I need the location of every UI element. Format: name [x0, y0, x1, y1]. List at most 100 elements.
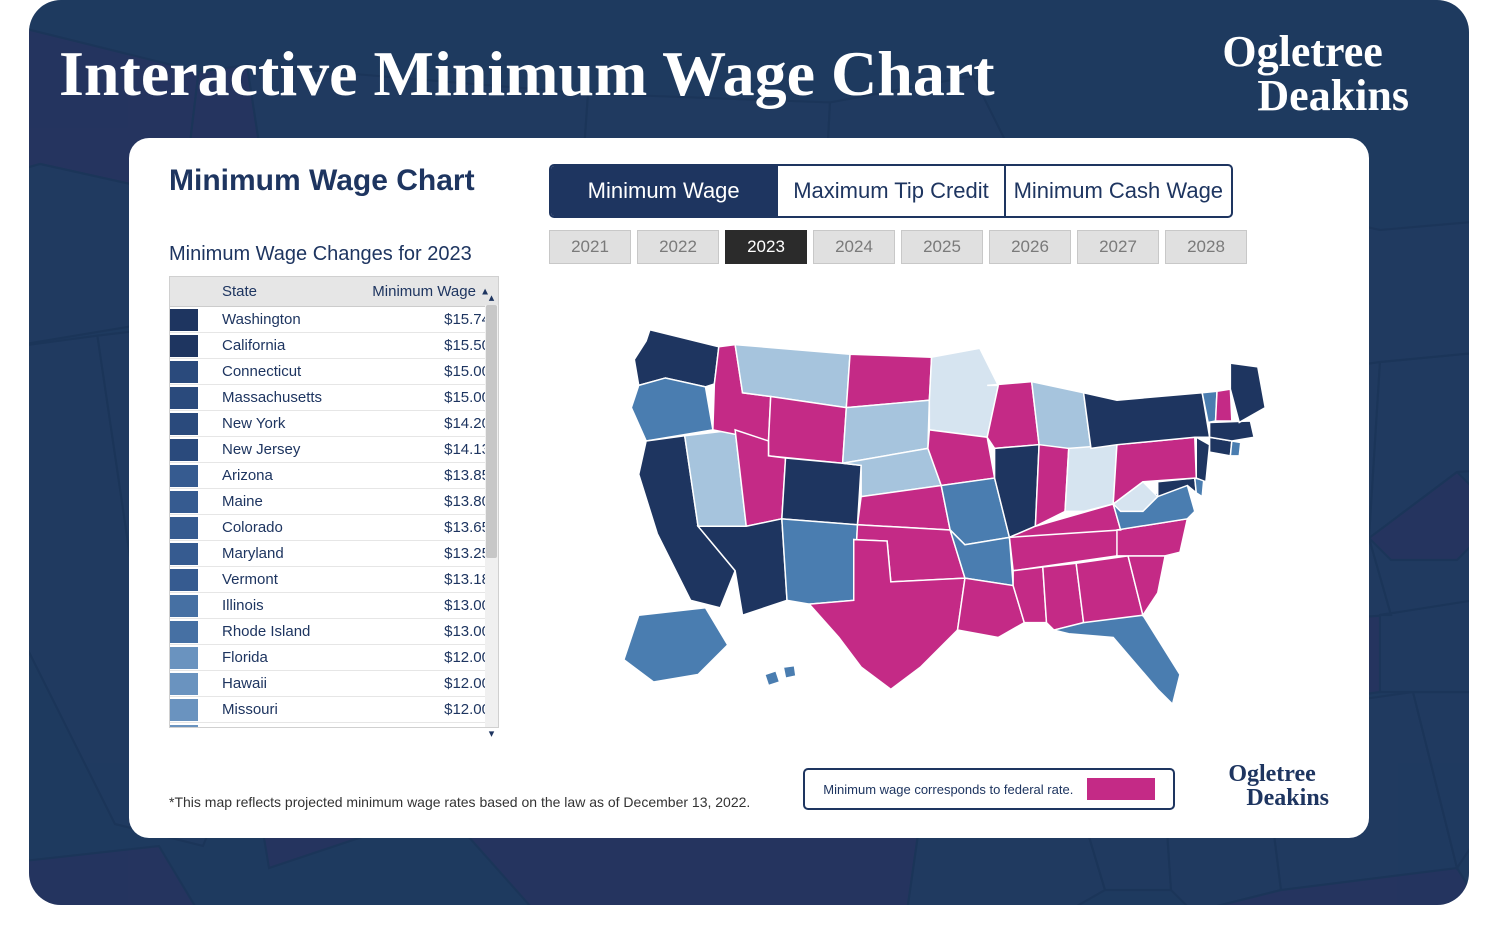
row-wage: $13.80 — [346, 489, 498, 515]
table-row[interactable]: New Jersey$14.13 — [170, 437, 498, 463]
table-container: State Minimum Wage ▲ Washington$15.74Cal… — [169, 276, 499, 728]
row-swatch — [170, 413, 198, 435]
table-row[interactable]: Rhode Island$13.00 — [170, 619, 498, 645]
main-panel: Minimum Wage Chart Minimum Wage Changes … — [129, 138, 1369, 838]
table-row[interactable]: Massachusetts$15.00 — [170, 385, 498, 411]
table-row[interactable]: Washington$15.74 — [170, 307, 498, 333]
col-state[interactable]: State — [214, 277, 346, 307]
left-column: Minimum Wage Chart Minimum Wage Changes … — [169, 164, 499, 808]
row-swatch — [170, 543, 198, 565]
row-swatch — [170, 439, 198, 461]
row-swatch — [170, 647, 198, 669]
row-wage: $15.00 — [346, 359, 498, 385]
year-2028[interactable]: 2028 — [1165, 230, 1247, 264]
state-OH[interactable] — [1065, 445, 1117, 512]
state-CO[interactable] — [782, 458, 861, 525]
row-state: Maine — [214, 489, 346, 515]
state-ME[interactable] — [1230, 363, 1265, 422]
state-HI[interactable] — [765, 666, 796, 686]
row-state: Vermont — [214, 567, 346, 593]
tab-minimum-wage[interactable]: Minimum Wage — [551, 166, 778, 216]
state-NJ[interactable] — [1196, 437, 1209, 481]
tab-minimum-cash-wage[interactable]: Minimum Cash Wage — [1006, 166, 1231, 216]
brand-line2: Deakins — [1222, 74, 1409, 118]
row-wage: $14.20 — [346, 411, 498, 437]
year-2027[interactable]: 2027 — [1077, 230, 1159, 264]
row-state: New Mexico — [214, 723, 346, 728]
table-scrollbar[interactable]: ▴ ▾ — [485, 305, 498, 727]
row-swatch — [170, 673, 198, 695]
table-row[interactable]: Hawaii$12.00 — [170, 671, 498, 697]
table-row[interactable]: Maine$13.80 — [170, 489, 498, 515]
table-row[interactable]: Connecticut$15.00 — [170, 359, 498, 385]
year-2023[interactable]: 2023 — [725, 230, 807, 264]
row-state: Missouri — [214, 697, 346, 723]
year-2025[interactable]: 2025 — [901, 230, 983, 264]
scroll-thumb[interactable] — [486, 305, 497, 558]
table-row[interactable]: Vermont$13.18 — [170, 567, 498, 593]
row-swatch — [170, 361, 198, 383]
row-state: Illinois — [214, 593, 346, 619]
state-NH[interactable] — [1216, 389, 1232, 421]
state-RI[interactable] — [1230, 441, 1240, 456]
state-AK[interactable] — [624, 608, 728, 682]
right-column: Minimum WageMaximum Tip CreditMinimum Ca… — [549, 164, 1329, 808]
col-wage[interactable]: Minimum Wage ▲ — [346, 277, 498, 307]
table-row[interactable]: Colorado$13.65 — [170, 515, 498, 541]
row-swatch — [170, 387, 198, 409]
state-NM[interactable] — [782, 519, 858, 604]
row-state: Hawaii — [214, 671, 346, 697]
row-state: Arizona — [214, 463, 346, 489]
state-MA[interactable] — [1210, 421, 1254, 441]
row-wage: $12.00 — [346, 697, 498, 723]
row-swatch — [170, 465, 198, 487]
state-IN[interactable] — [1035, 445, 1068, 527]
row-state: Connecticut — [214, 359, 346, 385]
state-MN[interactable] — [929, 348, 998, 437]
row-state: California — [214, 333, 346, 359]
table-row[interactable]: New Mexico$12.00 — [170, 723, 498, 728]
app-card: Interactive Minimum Wage Chart Ogletree … — [29, 0, 1469, 905]
state-OR[interactable] — [631, 378, 713, 441]
year-selector: 20212022202320242025202620272028 — [549, 230, 1329, 264]
year-2026[interactable]: 2026 — [989, 230, 1071, 264]
legend-text: Minimum wage corresponds to federal rate… — [823, 782, 1073, 797]
scroll-down-icon[interactable]: ▾ — [485, 727, 498, 741]
state-FL[interactable] — [1054, 615, 1180, 704]
scroll-up-icon[interactable]: ▴ — [485, 291, 498, 305]
table-row[interactable]: Missouri$12.00 — [170, 697, 498, 723]
table-row[interactable]: California$15.50 — [170, 333, 498, 359]
brand-line1: Ogletree — [1222, 30, 1409, 74]
footnote: *This map reflects projected minimum wag… — [169, 794, 750, 810]
row-state: New Jersey — [214, 437, 346, 463]
row-state: Maryland — [214, 541, 346, 567]
state-WA[interactable] — [634, 330, 719, 387]
table-row[interactable]: Maryland$13.25 — [170, 541, 498, 567]
year-2024[interactable]: 2024 — [813, 230, 895, 264]
state-WY[interactable] — [768, 397, 846, 464]
year-2021[interactable]: 2021 — [549, 230, 631, 264]
row-wage: $13.00 — [346, 593, 498, 619]
row-wage: $12.00 — [346, 671, 498, 697]
row-swatch — [170, 517, 198, 539]
row-state: Massachusetts — [214, 385, 346, 411]
row-swatch — [170, 725, 198, 728]
row-wage: $13.00 — [346, 619, 498, 645]
state-ND[interactable] — [846, 354, 931, 407]
state-IA[interactable] — [928, 430, 995, 486]
table-row[interactable]: Arizona$13.85 — [170, 463, 498, 489]
row-wage: $15.50 — [346, 333, 498, 359]
legend-swatch — [1087, 778, 1155, 800]
year-2022[interactable]: 2022 — [637, 230, 719, 264]
row-wage: $15.74 — [346, 307, 498, 333]
legend: Minimum wage corresponds to federal rate… — [803, 768, 1175, 810]
row-wage: $12.00 — [346, 723, 498, 728]
row-state: Colorado — [214, 515, 346, 541]
row-swatch — [170, 569, 198, 591]
row-swatch — [170, 335, 198, 357]
tab-maximum-tip-credit[interactable]: Maximum Tip Credit — [778, 166, 1005, 216]
row-wage: $15.00 — [346, 385, 498, 411]
table-row[interactable]: Illinois$13.00 — [170, 593, 498, 619]
table-row[interactable]: Florida$12.00 — [170, 645, 498, 671]
table-row[interactable]: New York$14.20 — [170, 411, 498, 437]
